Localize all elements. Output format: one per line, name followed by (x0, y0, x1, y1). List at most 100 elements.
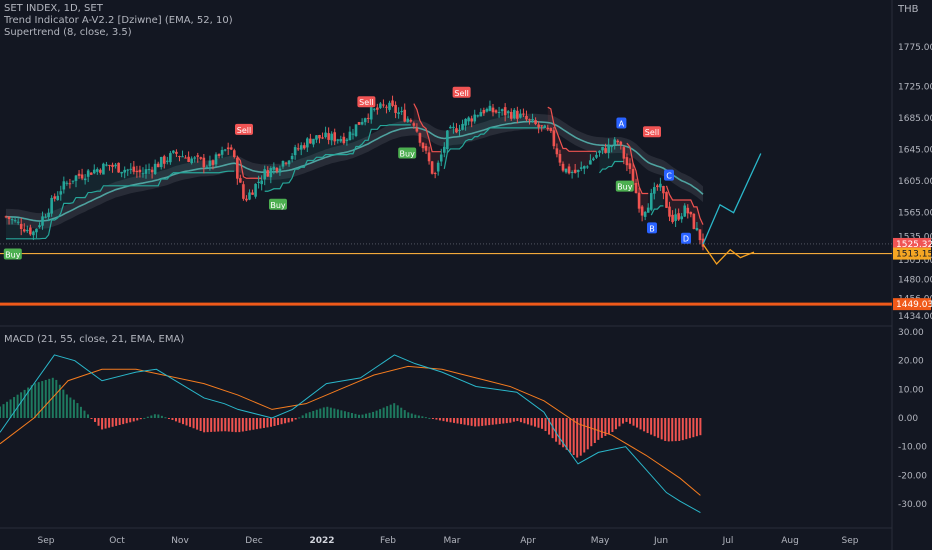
projection-up (702, 153, 762, 245)
buy-signal-label: Buy (5, 250, 21, 259)
candle (415, 127, 419, 132)
supertrend-segment (665, 185, 704, 225)
candle (26, 229, 29, 232)
histogram-bar (583, 418, 586, 453)
horizontal-levels[interactable] (0, 243, 892, 306)
sell-signal (235, 123, 253, 135)
histogram-bar (58, 384, 61, 418)
histogram-bar (347, 412, 350, 418)
buy-signal-label: Buy (270, 201, 286, 210)
histogram-bar (600, 418, 603, 438)
candle (333, 132, 337, 142)
candle (439, 154, 443, 162)
candle (509, 111, 513, 119)
time-tick-label: Sep (38, 536, 55, 546)
candle (640, 206, 644, 216)
candle (318, 135, 321, 139)
histogram-bar (238, 418, 241, 433)
candle (348, 131, 352, 141)
price-tick-label: 1645.00 (898, 146, 932, 156)
histogram-bar (629, 418, 632, 424)
candle (302, 145, 306, 149)
histogram-bar (206, 418, 209, 433)
candle (83, 178, 87, 181)
candle (178, 156, 181, 158)
candle (217, 154, 221, 156)
supertrend-segment (6, 170, 235, 240)
price-tick-label: 1685.00 (898, 114, 932, 124)
candle (418, 133, 422, 143)
candle (634, 182, 638, 194)
histogram-bar (189, 418, 192, 427)
supertrend-segment (264, 124, 411, 192)
histogram-bar (291, 418, 294, 422)
histogram-bar (34, 383, 37, 418)
candle (598, 150, 601, 153)
support-tag-text: 1513.15 (896, 250, 932, 260)
candle (96, 169, 99, 172)
histogram-bar (632, 418, 635, 426)
candle (202, 157, 206, 168)
candle (430, 161, 434, 174)
candle (366, 117, 370, 119)
histogram-bar (509, 418, 512, 423)
candle (150, 169, 154, 173)
histogram-bar (182, 418, 185, 425)
candle (433, 173, 437, 175)
wave-marker (681, 232, 691, 244)
candle (354, 124, 358, 136)
candle (32, 231, 35, 236)
candle (117, 162, 120, 173)
histogram-bar (548, 418, 551, 435)
histogram-bar (664, 418, 667, 441)
candle (220, 150, 224, 155)
candle (555, 148, 559, 155)
histogram-bar (234, 418, 237, 433)
candle (576, 169, 580, 173)
candle (342, 136, 346, 144)
candle (196, 155, 200, 157)
candle (698, 229, 702, 241)
candle (662, 185, 665, 194)
candle (616, 140, 620, 143)
histogram-bar (639, 418, 642, 430)
histogram-bar (41, 381, 44, 418)
histogram-bar (115, 418, 118, 426)
histogram-bar (199, 418, 202, 432)
sell-signal (452, 86, 471, 98)
histogram-bar (270, 418, 273, 427)
candle (363, 118, 367, 123)
histogram-bar (277, 418, 280, 426)
price-tick-label: 1505.00 (898, 256, 932, 266)
candle (226, 147, 230, 150)
macd-legend: MACD (21, 55, close, 21, EMA, EMA) (4, 334, 185, 345)
histogram-bar (396, 405, 399, 418)
histogram-bar (122, 418, 125, 425)
histogram-bar (2, 404, 5, 418)
candle (525, 115, 528, 120)
histogram-bar (125, 418, 128, 424)
histogram-bar (62, 389, 65, 418)
histogram-bar (621, 418, 624, 424)
macd-tick-label: 10.00 (898, 385, 924, 395)
candle (10, 219, 14, 221)
candle (169, 153, 172, 163)
candle (646, 207, 650, 213)
candle (257, 181, 260, 184)
candle (44, 216, 47, 218)
histogram-bar (65, 394, 68, 418)
price-tick-label: 1535.00 (898, 232, 932, 242)
histogram-bar (569, 418, 572, 453)
histogram-bar (252, 418, 255, 430)
supertrend-segment (547, 106, 597, 152)
histogram-bar (512, 418, 515, 422)
sell-signal-label: Sell (645, 128, 659, 137)
candle (692, 213, 696, 229)
candle (330, 133, 333, 141)
key-level-tag-text: 1449.03 (896, 300, 932, 310)
candle (290, 155, 294, 160)
histogram-bar (407, 412, 410, 418)
supertrend-fill (264, 102, 411, 192)
candle (579, 167, 583, 169)
